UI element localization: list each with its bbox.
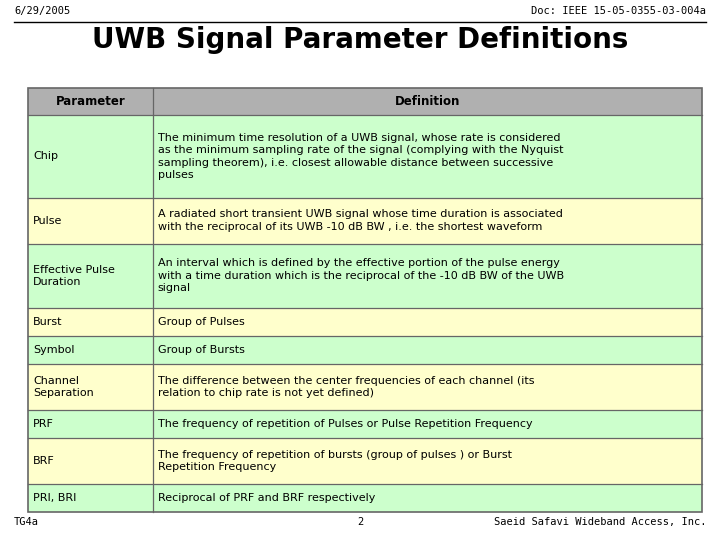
Bar — [28, 244, 702, 308]
Bar — [28, 198, 702, 244]
Text: TG4a: TG4a — [14, 517, 39, 527]
Text: 2: 2 — [357, 517, 363, 527]
Text: Pulse: Pulse — [33, 215, 63, 226]
Bar — [28, 438, 702, 484]
Text: Definition: Definition — [395, 95, 460, 108]
Text: Doc: IEEE 15-05-0355-03-004a: Doc: IEEE 15-05-0355-03-004a — [531, 6, 706, 16]
Text: Group of Pulses: Group of Pulses — [158, 317, 245, 327]
Bar — [28, 88, 702, 116]
Text: Effective Pulse
Duration: Effective Pulse Duration — [33, 265, 115, 287]
Text: Group of Bursts: Group of Bursts — [158, 345, 245, 355]
Text: Saeid Safavi Wideband Access, Inc.: Saeid Safavi Wideband Access, Inc. — [493, 517, 706, 527]
Text: Reciprocal of PRF and BRF respectively: Reciprocal of PRF and BRF respectively — [158, 493, 375, 503]
Bar — [28, 364, 702, 410]
Bar — [28, 308, 702, 336]
Text: The frequency of repetition of bursts (group of pulses ) or Burst
Repetition Fre: The frequency of repetition of bursts (g… — [158, 450, 512, 472]
Bar — [28, 88, 702, 512]
Text: Parameter: Parameter — [55, 95, 125, 108]
Text: Chip: Chip — [33, 152, 58, 161]
Text: A radiated short transient UWB signal whose time duration is associated
with the: A radiated short transient UWB signal wh… — [158, 210, 562, 232]
Text: An interval which is defined by the effective portion of the pulse energy
with a: An interval which is defined by the effe… — [158, 258, 564, 293]
Bar — [28, 410, 702, 438]
Text: 6/29/2005: 6/29/2005 — [14, 6, 71, 16]
Text: Burst: Burst — [33, 317, 63, 327]
Text: The minimum time resolution of a UWB signal, whose rate is considered
as the min: The minimum time resolution of a UWB sig… — [158, 133, 563, 180]
Text: The frequency of repetition of Pulses or Pulse Repetition Frequency: The frequency of repetition of Pulses or… — [158, 419, 532, 429]
Text: PRI, BRI: PRI, BRI — [33, 493, 76, 503]
Text: UWB Signal Parameter Definitions: UWB Signal Parameter Definitions — [92, 26, 628, 54]
Text: The difference between the center frequencies of each channel (its
relation to c: The difference between the center freque… — [158, 376, 534, 398]
Bar — [28, 116, 702, 198]
Text: Channel
Separation: Channel Separation — [33, 376, 94, 398]
Bar — [28, 484, 702, 512]
Text: BRF: BRF — [33, 456, 55, 466]
Bar — [28, 336, 702, 364]
Text: Symbol: Symbol — [33, 345, 74, 355]
Text: PRF: PRF — [33, 419, 54, 429]
